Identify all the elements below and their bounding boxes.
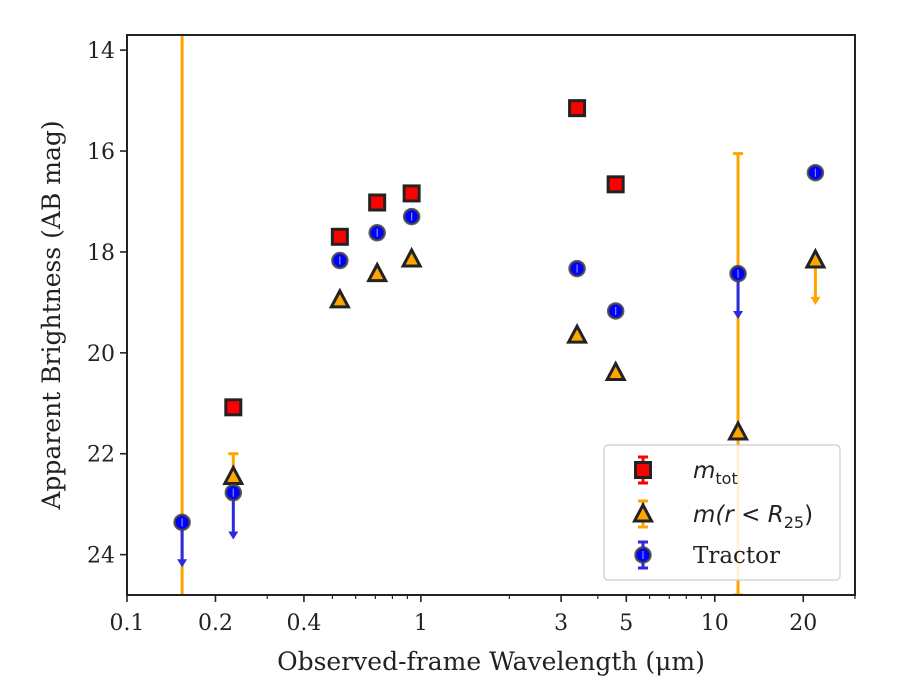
legend-label: m(r < R25) bbox=[693, 502, 813, 532]
y-tick-label: 24 bbox=[87, 544, 115, 569]
legend-label: mtot bbox=[693, 458, 738, 488]
mr25-marker bbox=[366, 261, 389, 283]
y-tick-label: 20 bbox=[87, 342, 115, 367]
circle-tractor-limit-arrow-head bbox=[177, 559, 188, 568]
mtot-marker bbox=[224, 398, 243, 417]
x-tick-label: 5 bbox=[619, 611, 633, 636]
mtot-marker bbox=[402, 184, 421, 203]
x-tick-label: 20 bbox=[789, 611, 817, 636]
mr25-marker bbox=[566, 322, 589, 344]
axis-ticks: 0.1 0.2 0.4 1 3 5 10 20 14 16 18 20 22 24 bbox=[87, 39, 856, 636]
x-tick-label: 0.4 bbox=[286, 611, 321, 636]
mtot-marker bbox=[606, 175, 625, 194]
mr25-marker bbox=[604, 360, 627, 382]
mr25-marker bbox=[804, 247, 827, 269]
mr25-marker bbox=[328, 287, 351, 309]
x-tick-label: 0.1 bbox=[110, 611, 145, 636]
mr25-marker bbox=[727, 419, 750, 441]
legend-label: Tractor bbox=[693, 543, 780, 569]
circle-tractor-limit-arrow-head bbox=[733, 311, 744, 320]
legend-marker bbox=[632, 501, 654, 523]
legend-box bbox=[603, 444, 841, 581]
y-tick-label: 14 bbox=[87, 39, 115, 64]
mr25-marker bbox=[222, 464, 245, 485]
mtot-marker bbox=[568, 99, 587, 118]
data-marks bbox=[173, 35, 827, 595]
x-axis-label: Observed-frame Wavelength (μm) bbox=[277, 647, 705, 676]
mr25-marker bbox=[400, 246, 423, 268]
plot-area bbox=[173, 35, 827, 595]
circle-tractor-limit-arrow-head bbox=[228, 531, 239, 540]
x-tick-label: 0.2 bbox=[198, 611, 233, 636]
legend: mtot m(r < R25) Tractor bbox=[603, 444, 841, 581]
y-tick-label: 22 bbox=[87, 443, 115, 468]
legend-marker bbox=[634, 461, 652, 479]
y-tick-label: 16 bbox=[87, 140, 115, 165]
y-axis-label: Apparent Brightness (AB mag) bbox=[37, 120, 66, 510]
axes-frame bbox=[126, 34, 856, 596]
x-tick-label: 10 bbox=[701, 611, 729, 636]
y-tick-label: 18 bbox=[87, 241, 115, 266]
x-tick-label: 3 bbox=[554, 611, 568, 636]
mtot-marker bbox=[368, 193, 387, 212]
x-tick-label: 1 bbox=[414, 611, 428, 636]
mtot-marker bbox=[330, 227, 349, 246]
triangle-mr25-limit-arrow-head bbox=[810, 296, 821, 305]
